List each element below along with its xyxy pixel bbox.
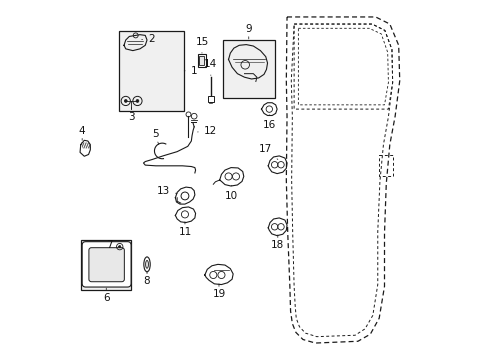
Circle shape — [119, 246, 121, 248]
Text: 3: 3 — [128, 107, 135, 122]
Bar — [81, 240, 131, 290]
Text: 17: 17 — [258, 144, 277, 159]
Text: 11: 11 — [178, 222, 191, 237]
Text: 4: 4 — [79, 126, 85, 140]
Text: 15: 15 — [195, 37, 208, 53]
Text: 10: 10 — [224, 185, 238, 201]
Text: 13: 13 — [157, 186, 177, 196]
Text: 1: 1 — [184, 66, 197, 76]
Bar — [199, 55, 204, 65]
Bar — [223, 40, 274, 99]
Text: 7: 7 — [106, 239, 120, 249]
Circle shape — [136, 100, 139, 102]
Text: 9: 9 — [245, 24, 251, 39]
Ellipse shape — [145, 260, 148, 268]
Text: 6: 6 — [103, 288, 109, 303]
FancyBboxPatch shape — [82, 242, 131, 287]
Circle shape — [124, 100, 127, 102]
Bar — [207, 96, 213, 102]
Text: 8: 8 — [143, 271, 150, 287]
Text: 12: 12 — [197, 126, 217, 136]
Text: 14: 14 — [204, 59, 217, 76]
Ellipse shape — [143, 257, 150, 272]
Bar — [197, 54, 206, 67]
FancyBboxPatch shape — [89, 248, 124, 282]
Text: 16: 16 — [262, 115, 275, 130]
Text: 19: 19 — [212, 284, 225, 299]
Text: 2: 2 — [142, 33, 154, 44]
Text: 5: 5 — [152, 129, 159, 145]
Text: 18: 18 — [271, 235, 284, 250]
Bar — [119, 31, 184, 111]
